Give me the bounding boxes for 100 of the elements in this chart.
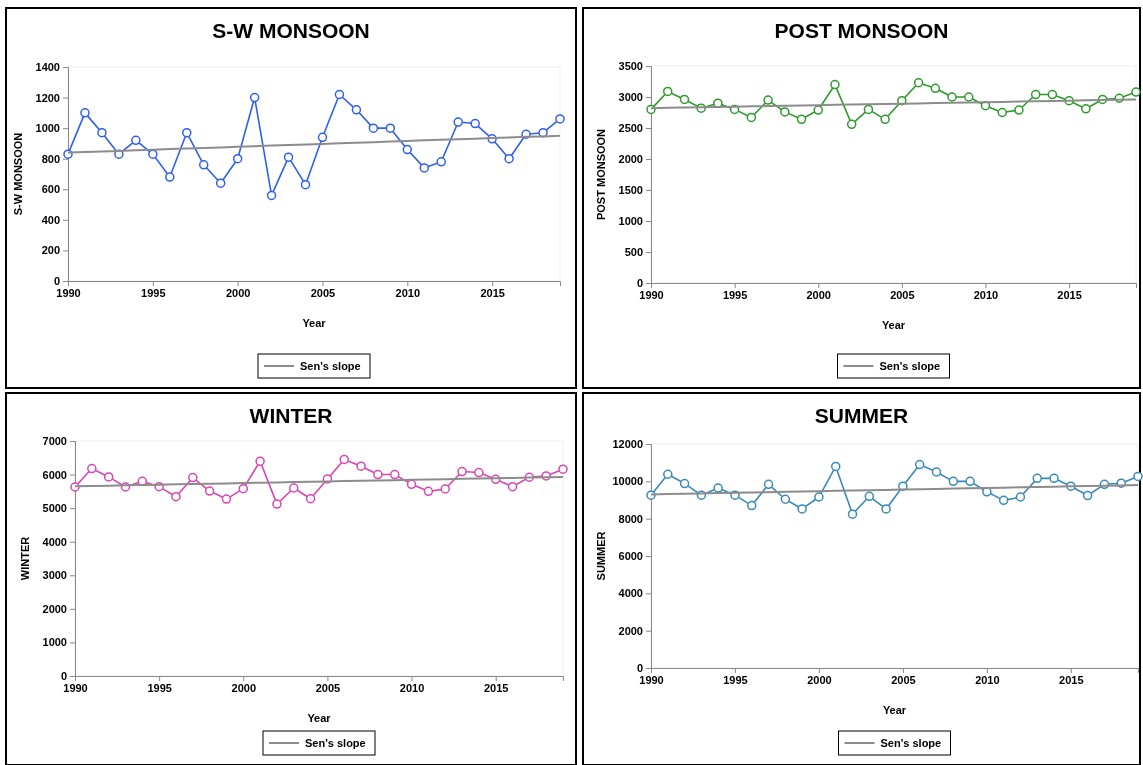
y-axis-title: POST MONSOON [595, 128, 607, 221]
point [555, 114, 565, 124]
y-tick-label: 1200 [35, 91, 60, 104]
y-tick-label: 12000 [612, 438, 643, 451]
point [171, 491, 181, 502]
point [305, 493, 316, 504]
x-tick-label: 2005 [891, 673, 916, 686]
point [440, 484, 450, 494]
x-tick-label: 1990 [639, 673, 664, 686]
point [663, 469, 673, 479]
point [97, 127, 107, 138]
point [914, 459, 925, 470]
point [457, 466, 467, 477]
point [504, 153, 514, 164]
point [249, 92, 260, 103]
point [847, 509, 858, 519]
point [1082, 490, 1093, 501]
x-axis-title: Year [881, 319, 906, 331]
point [1131, 87, 1141, 97]
point [419, 163, 430, 173]
y-tick-label: 1500 [618, 184, 643, 197]
point [87, 463, 97, 474]
point [470, 118, 480, 129]
point [881, 504, 891, 514]
point [814, 492, 824, 502]
point [232, 153, 243, 164]
chart-title: SUMMER [814, 404, 909, 427]
point [679, 94, 690, 105]
chart-title: WINTER [249, 404, 333, 427]
point [300, 179, 311, 190]
legend-label: Sen's slope [879, 360, 941, 372]
point [964, 92, 974, 102]
point [507, 481, 518, 492]
y-tick-label: 400 [41, 213, 60, 226]
point [948, 476, 959, 487]
point [385, 123, 396, 133]
y-tick-label: 0 [53, 275, 60, 288]
point [198, 160, 209, 170]
x-tick-label: 1995 [722, 288, 748, 301]
point [165, 172, 175, 182]
point [830, 79, 840, 90]
y-tick-label: 1000 [35, 122, 60, 135]
y-tick-label: 3000 [42, 569, 67, 582]
point [746, 112, 757, 123]
point [965, 476, 975, 487]
point [1133, 471, 1143, 482]
point [289, 483, 299, 493]
point [215, 178, 226, 188]
point [317, 132, 328, 143]
x-tick-label: 2000 [225, 286, 251, 299]
point [255, 456, 265, 466]
point [339, 454, 349, 465]
x-axis-title: Year [307, 712, 332, 724]
x-tick-label: 2015 [1059, 673, 1084, 686]
point [188, 472, 198, 483]
x-tick-label: 2010 [395, 286, 421, 299]
x-tick-label: 2010 [973, 288, 999, 301]
point [947, 92, 957, 102]
point [373, 469, 383, 480]
y-tick-label: 10000 [612, 475, 643, 488]
y-tick-label: 500 [624, 246, 643, 259]
x-tick-label: 2010 [399, 681, 425, 694]
y-tick-label: 0 [60, 670, 67, 683]
point [283, 152, 294, 162]
y-axis-title: SUMMER [595, 531, 607, 581]
point [713, 483, 723, 493]
y-tick-label: 600 [41, 183, 60, 196]
point [913, 77, 924, 88]
y-tick-label: 200 [41, 244, 60, 257]
point [351, 105, 362, 115]
y-tick-label: 3500 [618, 60, 643, 73]
x-tick-label: 2000 [807, 673, 832, 686]
point [846, 119, 857, 130]
point [813, 105, 823, 115]
point [763, 95, 773, 105]
y-tick-label: 2000 [618, 624, 643, 637]
y-tick-label: 1000 [42, 636, 67, 649]
point [80, 108, 90, 118]
x-tick-label: 2015 [483, 681, 509, 694]
x-tick-label: 1990 [63, 681, 88, 694]
point [334, 89, 345, 100]
point [389, 469, 400, 480]
y-tick-label: 7000 [42, 435, 67, 448]
x-tick-label: 1990 [639, 288, 664, 301]
point [266, 190, 277, 201]
point [221, 494, 232, 504]
point [997, 107, 1007, 118]
x-tick-label: 2000 [806, 288, 831, 301]
point [930, 83, 941, 94]
point [863, 104, 874, 115]
y-tick-label: 6000 [42, 468, 67, 481]
point [402, 144, 413, 155]
x-tick-label: 2015 [480, 286, 505, 299]
point [182, 127, 192, 138]
x-axis-title: Year [882, 704, 907, 716]
x-tick-label: 1995 [147, 681, 172, 694]
chart-title: S-W MONSOON [212, 19, 370, 42]
point [436, 157, 446, 167]
point [423, 486, 434, 497]
x-tick-label: 2005 [315, 681, 341, 694]
